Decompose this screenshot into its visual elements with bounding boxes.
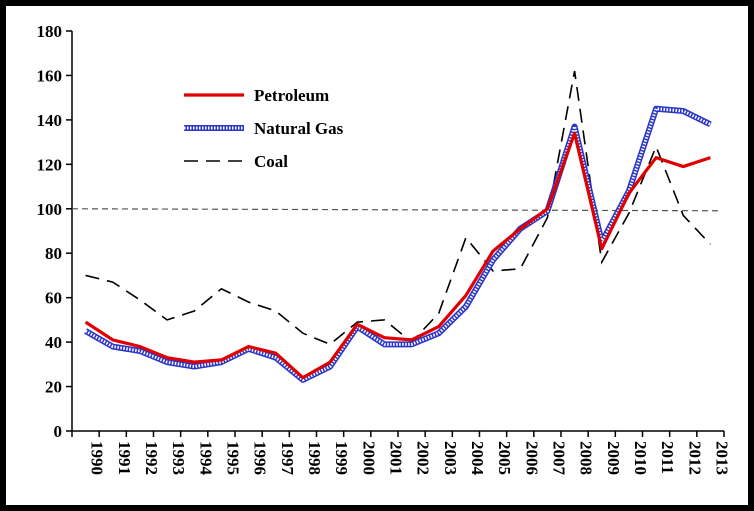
y-tick-label: 60: [45, 289, 62, 308]
x-tick-label: 1997: [278, 441, 297, 476]
x-tick-label: 1995: [223, 441, 242, 475]
y-tick-label: 0: [54, 422, 63, 441]
y-tick-label: 20: [45, 378, 62, 397]
legend-label-coal: Coal: [254, 152, 288, 171]
x-tick-label: 2010: [631, 441, 650, 475]
x-tick-label: 2003: [441, 441, 460, 475]
series-group: [84, 70, 712, 383]
x-tick-label: 1990: [88, 441, 107, 475]
x-tick-label: 2004: [468, 441, 487, 476]
x-tick-label: 1993: [169, 441, 188, 475]
reference-line: [71, 208, 721, 212]
legend-label-natural-gas: Natural Gas: [254, 119, 344, 138]
x-tick-label: 1994: [196, 441, 215, 476]
petroleum-line: [84, 131, 711, 380]
x-tick-label: 2005: [495, 441, 514, 475]
x-tick-label: 2000: [359, 441, 378, 475]
x-tick-label: 1999: [332, 441, 351, 475]
y-tick-label: 40: [45, 333, 62, 352]
x-tick-label: 2007: [549, 441, 568, 476]
legend-label-petroleum: Petroleum: [254, 86, 329, 105]
chart-frame: 0 20 40 60 80 100 120 140 160 180 1990 1991 1992 199…: [6, 6, 748, 505]
x-axis: 1990 1991 1992 1993 1994 1995 1996 1997 1998 1999…: [71, 430, 731, 476]
y-axis: 0 20 40 60 80 100 120 140 160 180: [37, 22, 73, 441]
legend: Petroleum Natural Gas Coal: [184, 86, 344, 171]
natural-gas-line-inner: [84, 107, 712, 382]
x-tick-label: 2008: [577, 441, 596, 475]
y-tick-label: 100: [37, 200, 63, 219]
y-tick-label: 140: [37, 111, 63, 130]
x-tick-label: 1996: [251, 441, 270, 475]
x-tick-label: 2009: [604, 441, 623, 475]
x-tick-label: 1998: [305, 441, 324, 475]
x-tick-label: 2012: [685, 441, 704, 475]
x-tick-label: 2013: [712, 441, 731, 475]
y-tick-label: 80: [45, 244, 62, 263]
x-tick-label: 2001: [386, 441, 405, 475]
x-tick-label: 2006: [522, 441, 541, 475]
y-tick-label: 180: [37, 22, 63, 41]
coal-line: [85, 70, 711, 346]
x-tick-label: 2011: [658, 441, 677, 474]
y-tick-label: 120: [37, 155, 63, 174]
y-tick-label: 160: [37, 66, 63, 85]
reference-line-group: [71, 208, 721, 212]
x-tick-label: 1992: [142, 441, 161, 475]
x-tick-label: 2002: [414, 441, 433, 475]
x-tick-label: 1991: [115, 441, 134, 475]
